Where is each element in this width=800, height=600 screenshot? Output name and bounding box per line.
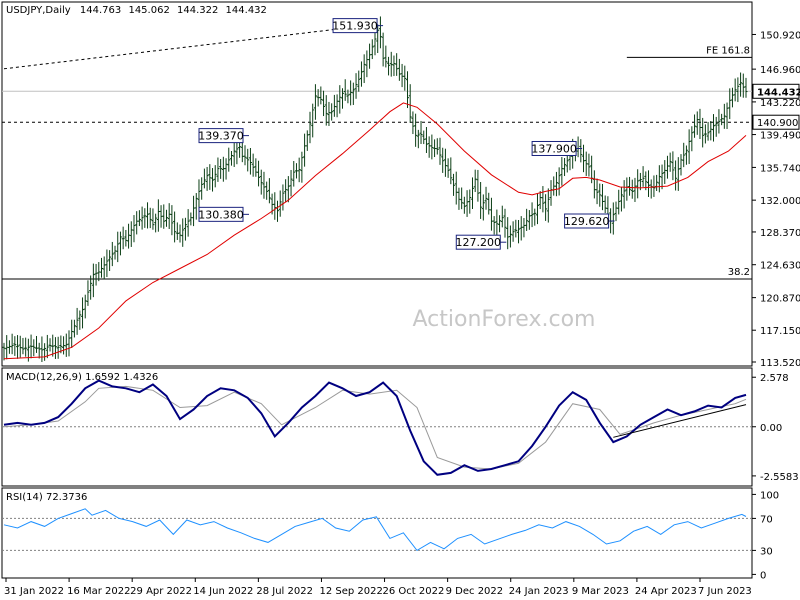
macd-panel: MACD(12,26,9) 1.6592 1.4326 2.578 0.00 -2.… [1,367,799,487]
price-y-tick-label: 120.870 [760,294,800,305]
rsi-y-tick-label: 70 [760,514,773,525]
price-label: 130.380 [198,208,244,221]
price-label: 137.900 [531,142,577,155]
price-y-tick-label: 117.150 [760,326,800,337]
price-y-tick-label: 132.000 [760,196,800,207]
x-tick-label: 26 Oct 2022 [383,586,445,597]
level-tag: 140.900 [757,118,798,129]
fib-retracement-label: 38.2 [728,267,750,278]
rsi-line [3,508,747,552]
ohlc-close: 144.432 [226,5,267,16]
ohlc-high: 145.062 [128,5,169,16]
x-tick-label: 28 Jul 2022 [256,586,313,597]
price-label: 129.620 [564,215,610,228]
rsi-y-tick-label: 100 [760,490,779,501]
price-y-tick-label: 143.220 [760,98,800,109]
fib-extension-label: FE 161.8 [706,45,750,56]
price-y-tick-label: 124.630 [760,261,800,272]
rsi-y-tick-label: 0 [760,570,766,581]
price-y-tick-label: 146.960 [760,65,800,76]
price-y-tick-label: 128.370 [760,228,800,239]
x-tick-label: 16 Mar 2022 [67,586,130,597]
x-tick-label: 7 Jun 2023 [698,586,752,597]
symbol-title: USDJPY,Daily [6,5,71,16]
price-tags: 144.432 140.900 [752,83,800,130]
x-tick-label: 9 Mar 2023 [572,586,629,597]
x-tick-label: 31 Jan 2022 [4,586,64,597]
rsi-y-tick-label: 30 [760,546,773,557]
price-guide-lines: FE 161.8 38.2 [2,23,752,280]
macd-lines [3,379,747,476]
price-panel-title: USDJPY,Daily 144.763 145.062 144.322 144… [6,5,267,16]
ohlc-low: 144.322 [177,5,218,16]
macd-line [3,379,747,476]
rsi-lines [3,508,747,552]
macd-y-tick-label: -2.5583 [760,472,799,483]
price-y-tick-label: 139.490 [760,131,800,142]
current-price-tag: 144.432 [757,87,800,98]
price-bars [2,16,748,363]
rsi-axis: 100 70 30 0 [2,490,779,581]
x-axis: 31 Jan 2022 16 Mar 2022 29 Apr 2022 14 Jun … [2,577,752,597]
long-trendline [3,23,380,70]
current-price-tag-box [752,83,800,99]
macd-title: MACD(12,26,9) 1.6592 1.4326 [6,372,158,383]
x-tick-label: 9 Dec 2022 [446,586,504,597]
watermark: ActionForex.com [413,307,596,332]
macd-trendline [613,404,747,438]
macd-y-tick-label: 0.00 [760,423,782,434]
price-y-tick-label: 113.520 [760,358,800,369]
x-tick-label: 12 Sep 2022 [319,586,382,597]
price-panel: USDJPY,Daily 144.763 145.062 144.322 144… [1,1,800,369]
price-axis: 150.920 146.960 143.220 139.490 135.740 132.0… [752,30,800,369]
macd-y-tick-label: 2.578 [760,373,789,384]
price-y-tick-label: 150.920 [760,30,800,41]
price-label: 139.370 [198,130,244,143]
price-label: 151.930 [332,20,378,33]
x-tick-label: 29 Apr 2022 [130,586,192,597]
macd-axis: 2.578 0.00 -2.5583 [2,373,799,483]
price-y-tick-label: 135.740 [760,163,800,174]
price-labels: 151.930 139.370 130.380 137.900 127.200 129.6… [198,18,615,250]
price-label: 127.200 [456,236,502,249]
rsi-title: RSI(14) 72.3736 [6,492,87,503]
moving-average [3,102,747,360]
x-tick-label: 24 Apr 2023 [635,586,697,597]
rsi-panel: RSI(14) 72.3736 100 70 30 0 [1,487,779,581]
x-tick-label: 14 Jun 2022 [193,586,253,597]
moving-average-line [3,102,747,360]
ohlc-open: 144.763 [80,5,121,16]
level-tag-box [752,114,800,130]
x-tick-label: 24 Jan 2023 [509,586,569,597]
price-panel-frame [1,1,753,367]
